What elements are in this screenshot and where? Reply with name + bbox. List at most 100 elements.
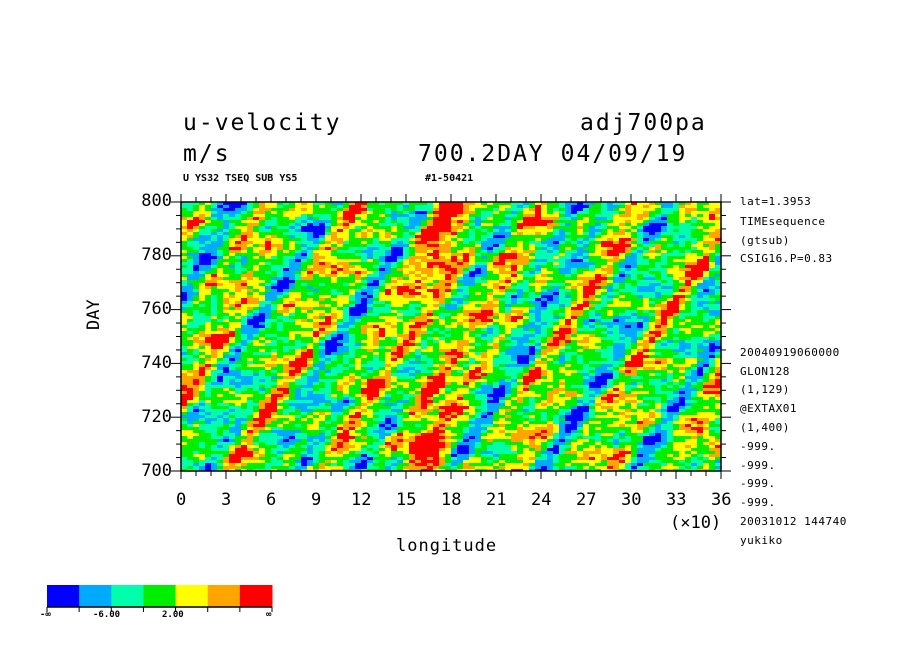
- heatmap-cell: [313, 205, 320, 209]
- heatmap-cell: [409, 211, 416, 215]
- heatmap-cell: [313, 289, 320, 293]
- heatmap-cell: [619, 214, 626, 218]
- heatmap-cell: [385, 274, 392, 278]
- heatmap-cell: [235, 286, 242, 290]
- heatmap-cell: [289, 310, 296, 314]
- heatmap-cell: [247, 250, 254, 254]
- heatmap-cell: [493, 307, 500, 311]
- heatmap-cell: [463, 340, 470, 344]
- heatmap-cell: [469, 310, 476, 314]
- heatmap-cell: [547, 307, 554, 311]
- heatmap-cell: [361, 211, 368, 215]
- heatmap-cell: [565, 286, 572, 290]
- heatmap-cell: [187, 313, 194, 317]
- heatmap-cell: [595, 223, 602, 227]
- heatmap-cell: [319, 322, 326, 326]
- heatmap-cell: [577, 292, 584, 296]
- heatmap-cell: [583, 307, 590, 311]
- heatmap-cell: [709, 226, 716, 230]
- heatmap-cell: [577, 229, 584, 233]
- heatmap-cell: [385, 355, 392, 359]
- heatmap-cell: [403, 325, 410, 329]
- heatmap-cell: [379, 253, 386, 257]
- heatmap-cell: [667, 274, 674, 278]
- heatmap-cell: [265, 295, 272, 299]
- heatmap-cell: [595, 292, 602, 296]
- heatmap-cell: [247, 298, 254, 302]
- heatmap-cell: [715, 322, 721, 326]
- heatmap-cell: [559, 331, 566, 335]
- heatmap-cell: [559, 343, 566, 347]
- heatmap-cell: [649, 244, 656, 248]
- heatmap-cell: [301, 277, 308, 281]
- heatmap-field: [181, 202, 721, 471]
- heatmap-cell: [181, 253, 188, 257]
- heatmap-cell: [625, 334, 632, 338]
- heatmap-cell: [421, 310, 428, 314]
- heatmap-cell: [421, 352, 428, 356]
- heatmap-cell: [553, 241, 560, 245]
- heatmap-cell: [283, 322, 290, 326]
- heatmap-cell: [253, 268, 260, 272]
- heatmap-cell: [457, 271, 464, 275]
- heatmap-cell: [637, 328, 644, 332]
- heatmap-cell: [319, 355, 326, 359]
- heatmap-cell: [451, 205, 458, 209]
- heatmap-cell: [235, 304, 242, 308]
- heatmap-cell: [691, 346, 698, 350]
- heatmap-cell: [583, 361, 590, 365]
- heatmap-cell: [229, 211, 236, 215]
- heatmap-cell: [211, 328, 218, 332]
- heatmap-cell: [511, 247, 518, 251]
- heatmap-cell: [469, 295, 476, 299]
- heatmap-cell: [673, 343, 680, 347]
- heatmap-cell: [337, 238, 344, 242]
- heatmap-cell: [277, 265, 284, 269]
- heatmap-cell: [673, 364, 680, 368]
- heatmap-cell: [631, 274, 638, 278]
- heatmap-cell: [271, 319, 278, 323]
- heatmap-cell: [421, 325, 428, 329]
- heatmap-cell: [667, 316, 674, 320]
- heatmap-cell: [457, 229, 464, 233]
- heatmap-cell: [619, 301, 626, 305]
- heatmap-cell: [337, 322, 344, 326]
- heatmap-cell: [271, 238, 278, 242]
- heatmap-cell: [361, 298, 368, 302]
- heatmap-cell: [541, 355, 548, 359]
- heatmap-cell: [607, 298, 614, 302]
- heatmap-cell: [637, 289, 644, 293]
- heatmap-cell: [523, 205, 530, 209]
- heatmap-cell: [661, 244, 668, 248]
- heatmap-cell: [631, 202, 638, 206]
- heatmap-cell: [295, 322, 302, 326]
- heatmap-cell: [685, 292, 692, 296]
- heatmap-cell: [685, 313, 692, 317]
- heatmap-cell: [337, 304, 344, 308]
- heatmap-cell: [361, 337, 368, 341]
- heatmap-cell: [343, 253, 350, 257]
- heatmap-cell: [523, 283, 530, 287]
- heatmap-cell: [187, 343, 194, 347]
- heatmap-cell: [607, 289, 614, 293]
- heatmap-cell: [625, 223, 632, 227]
- heatmap-cell: [589, 325, 596, 329]
- heatmap-cell: [313, 235, 320, 239]
- heatmap-cell: [643, 334, 650, 338]
- heatmap-cell: [217, 346, 224, 350]
- heatmap-cell: [265, 259, 272, 263]
- heatmap-cell: [649, 355, 656, 359]
- heatmap-cell: [577, 226, 584, 230]
- heatmap-cell: [691, 352, 698, 356]
- heatmap-cell: [235, 337, 242, 341]
- heatmap-cell: [481, 229, 488, 233]
- heatmap-cell: [487, 292, 494, 296]
- heatmap-cell: [703, 265, 710, 269]
- heatmap-cell: [613, 334, 620, 338]
- heatmap-cell: [541, 349, 548, 353]
- heatmap-cell: [373, 229, 380, 233]
- heatmap-cell: [583, 208, 590, 212]
- heatmap-cell: [565, 265, 572, 269]
- heatmap-cell: [199, 280, 206, 284]
- heatmap-cell: [637, 277, 644, 281]
